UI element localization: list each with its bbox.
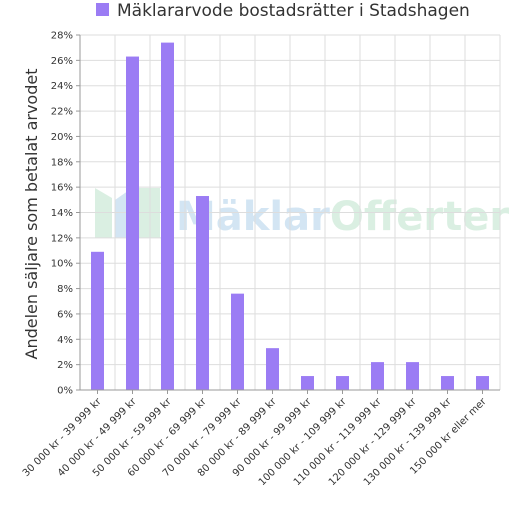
y-tick-label: 2% <box>57 360 73 371</box>
y-tick-label: 18% <box>51 157 73 168</box>
legend-swatch <box>96 3 109 16</box>
y-tick-label: 14% <box>51 208 73 219</box>
grid <box>79 34 501 391</box>
y-tick-label: 4% <box>57 335 73 346</box>
y-tick-label: 6% <box>57 309 73 320</box>
axes <box>79 35 500 391</box>
y-tick-label: 8% <box>57 284 73 295</box>
bar[interactable] <box>196 196 209 390</box>
bar[interactable] <box>336 376 349 390</box>
bar[interactable] <box>301 376 314 390</box>
watermark-text-b: Offerter <box>330 194 510 240</box>
bar[interactable] <box>266 348 279 390</box>
y-tick-label: 20% <box>51 132 73 143</box>
y-tick-label: 0% <box>57 386 73 397</box>
y-tick-label: 10% <box>51 259 73 270</box>
y-axis-ticks: 0% 2% 4% 6% 8% 10% 12% 14% 16% 18% 20% 22% 24% 26% 28% <box>51 31 80 397</box>
bar[interactable] <box>126 56 139 391</box>
y-tick-label: 16% <box>51 183 73 194</box>
bar[interactable] <box>371 362 384 390</box>
y-tick-label: 22% <box>51 107 73 118</box>
y-tick-label: 28% <box>51 31 73 42</box>
bar[interactable] <box>231 293 244 390</box>
watermark-text: MäklarOfferter <box>176 194 509 240</box>
bars <box>91 42 489 391</box>
y-tick-label: 24% <box>51 81 73 92</box>
watermark: MäklarOfferter <box>95 188 509 240</box>
bar[interactable] <box>161 42 174 390</box>
y-axis-label: Andelen säljare som betalat arvodet <box>22 69 41 360</box>
bar[interactable] <box>406 362 419 390</box>
legend-label: Mäklararvode bostadsrätter i Stadshagen <box>117 1 470 21</box>
y-tick-label: 26% <box>51 56 73 67</box>
legend[interactable]: Mäklararvode bostadsrätter i Stadshagen <box>96 1 470 21</box>
y-tick-label: 12% <box>51 233 73 244</box>
bar[interactable] <box>476 376 489 390</box>
bar[interactable] <box>91 251 104 390</box>
bar[interactable] <box>441 376 454 390</box>
